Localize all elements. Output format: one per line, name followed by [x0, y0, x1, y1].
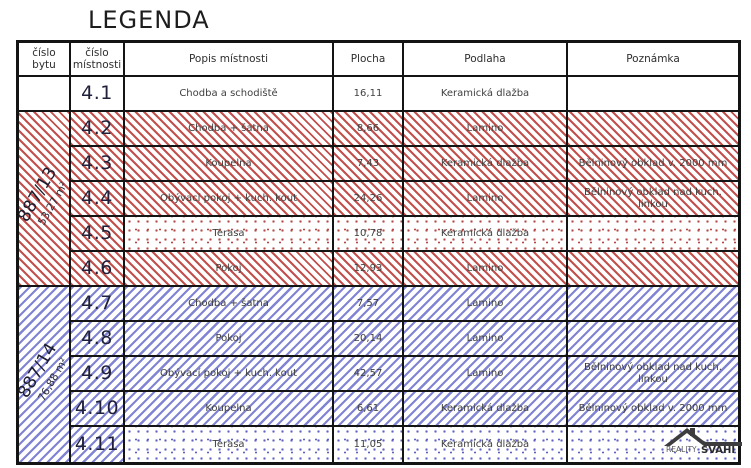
realty-logo: REALITY SVAHI — [664, 428, 742, 456]
room-note — [568, 252, 738, 287]
room-floor: Lamino — [404, 182, 568, 217]
house-roof-icon — [664, 428, 742, 446]
room-number: 4.10 — [71, 392, 125, 427]
room-number: 4.4 — [71, 182, 125, 217]
header-apartment-number: číslo bytu — [19, 43, 71, 77]
room-description: Chodba + šatna — [125, 287, 334, 322]
room-description: Koupelna — [125, 147, 334, 182]
room-area: 7,43 — [334, 147, 404, 182]
room-area: 10,78 — [334, 217, 404, 252]
room-note: Bělninový obklad nad kuch. linkou — [568, 357, 738, 392]
legend-table: číslo bytu číslo místnosti Popis místnos… — [16, 40, 741, 465]
room-floor: Lamino — [404, 287, 568, 322]
room-number: 4.9 — [71, 357, 125, 392]
room-description: Pokoj — [125, 252, 334, 287]
room-area: 7,57 — [334, 287, 404, 322]
room-area: 42,57 — [334, 357, 404, 392]
room-number: 4.7 — [71, 287, 125, 322]
room-floor: Lamino — [404, 112, 568, 147]
room-note — [568, 322, 738, 357]
header-area: Plocha — [334, 43, 404, 77]
room-area: 11,05 — [334, 427, 404, 462]
room-area: 20,14 — [334, 322, 404, 357]
room-number: 4.1 — [71, 77, 125, 112]
room-number: 4.3 — [71, 147, 125, 182]
room-floor: Lamino — [404, 357, 568, 392]
room-area: 16,11 — [334, 77, 404, 112]
room-floor: Keramická dlažba — [404, 147, 568, 182]
room-number: 4.2 — [71, 112, 125, 147]
room-description: Terasa — [125, 217, 334, 252]
room-note: Bělninový obklad nad kuch. linkou — [568, 182, 738, 217]
header-description: Popis místnosti — [125, 43, 334, 77]
room-number: 4.6 — [71, 252, 125, 287]
header-room-number: číslo místnosti — [71, 43, 125, 77]
header-floor: Podlaha — [404, 43, 568, 77]
logo-brand-top: REALITY — [666, 445, 697, 454]
apartment-cell-empty — [19, 77, 71, 112]
room-description: Obývací pokoj + kuch. kout — [125, 357, 334, 392]
room-description: Obývací pokoj + kuch. kout — [125, 182, 334, 217]
room-area: 6,61 — [334, 392, 404, 427]
room-description: Koupelna — [125, 392, 334, 427]
room-area: 24,26 — [334, 182, 404, 217]
room-floor: Keramická dlažba — [404, 77, 568, 112]
page-title: LEGENDA — [88, 6, 210, 34]
room-description: Terasa — [125, 427, 334, 462]
room-note: Bělninový obklad v. 2000 mm — [568, 392, 738, 427]
room-number: 4.8 — [71, 322, 125, 357]
room-floor: Keramická dlažba — [404, 427, 568, 462]
room-area: 12,93 — [334, 252, 404, 287]
room-number: 4.11 — [71, 427, 125, 462]
room-note — [568, 77, 738, 112]
apartment-group-887-13: 887/13 53,27 m² — [19, 112, 71, 287]
room-area: 8,66 — [334, 112, 404, 147]
room-description: Chodba + šatna — [125, 112, 334, 147]
room-note: Bělninový obklad v. 2000 mm — [568, 147, 738, 182]
room-description: Chodba a schodiště — [125, 77, 334, 112]
room-floor: Lamino — [404, 252, 568, 287]
room-floor: Keramická dlažba — [404, 217, 568, 252]
logo-brand-bottom: SVAHI — [701, 445, 735, 456]
room-description: Pokoj — [125, 322, 334, 357]
room-floor: Keramická dlažba — [404, 392, 568, 427]
apartment-group-887-14: 887/14 76,88 m² — [19, 287, 71, 462]
room-number: 4.5 — [71, 217, 125, 252]
room-note — [568, 217, 738, 252]
room-floor: Lamino — [404, 322, 568, 357]
header-note: Poznámka — [568, 43, 738, 77]
room-note — [568, 112, 738, 147]
room-note — [568, 287, 738, 322]
